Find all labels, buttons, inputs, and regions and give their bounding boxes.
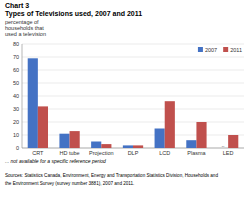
- y-tick-label: 0: [16, 145, 19, 151]
- title: Chart 3: [5, 2, 29, 9]
- bar: [186, 140, 196, 148]
- x-tick-label: Plasma: [187, 150, 206, 156]
- grid-line: [22, 135, 244, 136]
- x-tick-label: CRT: [32, 150, 44, 156]
- y-tick-label: 70: [13, 54, 19, 60]
- legend-label: 2011: [230, 47, 242, 53]
- x-tick-label: HD tube: [59, 150, 79, 156]
- y-tick-label: 10: [13, 132, 19, 138]
- legend: 2011 2007: [198, 47, 242, 53]
- legend-label: 2007: [205, 47, 217, 53]
- bars: [28, 58, 239, 148]
- bar: [228, 135, 238, 148]
- chart: Chart 3Types of Televisions used, 2007 a…: [0, 0, 249, 202]
- bar: [28, 58, 38, 148]
- x-tick-label: LED: [223, 150, 234, 156]
- y-axis-label: used a television: [5, 31, 46, 37]
- bar: [38, 106, 48, 148]
- bar: [133, 145, 143, 148]
- bar: [123, 145, 133, 148]
- annotation: ..: [222, 142, 226, 148]
- bar: [59, 134, 69, 148]
- legend-swatch: [223, 47, 228, 52]
- bar: [196, 122, 206, 148]
- y-tick-label: 30: [13, 106, 19, 112]
- grid: [22, 44, 244, 148]
- y-axis-line: [22, 44, 23, 148]
- y-tick-label: 60: [13, 67, 19, 73]
- grid-line: [22, 44, 244, 45]
- bar: [91, 142, 101, 149]
- grid-line: [22, 57, 244, 58]
- grid-line: [22, 109, 244, 110]
- subtitle: Types of Televisions used, 2007 and 2011: [5, 10, 142, 18]
- bar: [70, 131, 80, 148]
- bar: [101, 144, 111, 148]
- legend-swatch: [198, 47, 203, 52]
- y-tick-label: 20: [13, 119, 19, 125]
- grid-line: [22, 96, 244, 97]
- x-tick-label: DLP: [128, 150, 139, 156]
- source: the Environment Survey (survey number 38…: [5, 181, 134, 186]
- y-tick-label: 40: [13, 93, 19, 99]
- x-tick-label: LCD: [159, 150, 170, 156]
- grid-line: [22, 122, 244, 123]
- footnote: ... not available for a specific referen…: [5, 158, 106, 164]
- y-tick-label: 50: [13, 80, 19, 86]
- x-tick-label: Projection: [89, 150, 113, 156]
- grid-line: [22, 83, 244, 84]
- grid-line: [22, 70, 244, 71]
- bar: [165, 101, 175, 148]
- y-tick-label: 80: [13, 41, 19, 47]
- source: Sources: Statistics Canada, Environment,…: [5, 173, 218, 178]
- bar: [155, 129, 165, 149]
